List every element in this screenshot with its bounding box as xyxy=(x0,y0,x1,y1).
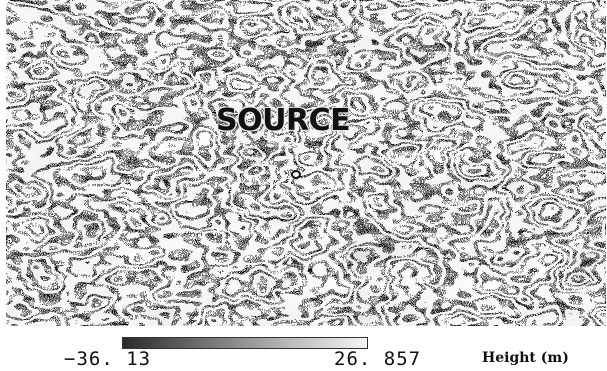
colorbar-title: Height (m) xyxy=(482,350,569,366)
source-label: SOURCE xyxy=(216,103,351,138)
terrain-height-contour-map xyxy=(6,0,606,326)
source-marker xyxy=(291,170,301,179)
colorbar-min-label: −36. 13 xyxy=(64,348,152,370)
height-colorbar xyxy=(122,337,368,349)
terrain-contours xyxy=(6,0,606,326)
colorbar-max-label: 26. 857 xyxy=(334,348,422,370)
